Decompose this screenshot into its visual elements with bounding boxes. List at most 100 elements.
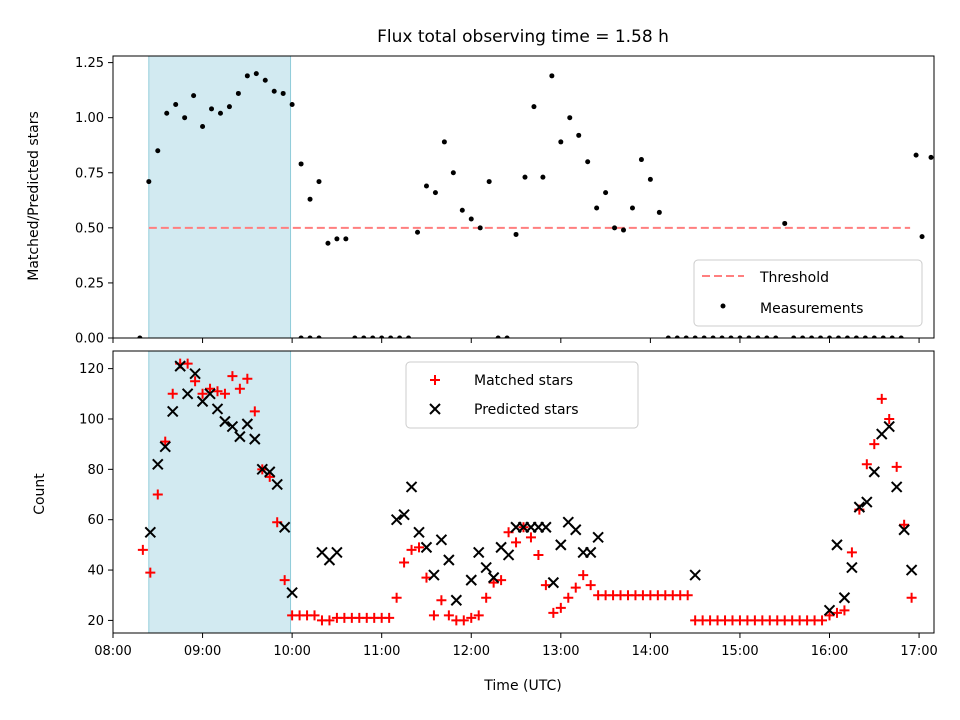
measurement-point — [298, 161, 304, 167]
measurement-point — [531, 104, 537, 110]
measurement-point — [835, 335, 841, 338]
measurement-point — [683, 335, 689, 338]
matched-stars-point — [869, 439, 880, 450]
top-axes-frame — [112, 55, 935, 339]
measurement-point — [441, 139, 447, 145]
legend-matched-label: Matched stars — [474, 373, 573, 389]
predicted-stars-point — [278, 521, 291, 533]
measurement-point — [764, 335, 770, 338]
predicted-stars-point — [473, 546, 485, 559]
matched-stars-point — [160, 436, 171, 447]
matched-stars-point — [511, 537, 522, 548]
matched-stars-point — [876, 393, 887, 404]
measurement-point — [191, 93, 197, 99]
measurement-point — [388, 335, 394, 338]
matched-stars-point — [861, 459, 872, 470]
measurement-point — [271, 88, 277, 94]
x-axis-label: Time (UTC) — [483, 678, 561, 694]
matched-stars-point — [406, 544, 417, 555]
predicted-stars-point — [390, 513, 403, 526]
measurement-point — [325, 240, 331, 246]
measurement-point — [898, 335, 904, 338]
measurement-point — [638, 157, 644, 163]
predicted-stars-point — [883, 420, 895, 433]
measurement-point — [889, 335, 895, 338]
matched-stars-point — [391, 592, 402, 603]
bottom-legend: Matched stars Predicted stars — [405, 361, 639, 429]
measurement-point — [603, 190, 609, 196]
measurement-point — [173, 101, 179, 107]
measurement-point — [871, 335, 877, 338]
predicted-stars-point — [286, 587, 298, 599]
measurement-point — [558, 139, 564, 145]
top-legend-box — [693, 259, 923, 327]
measurement-point — [253, 71, 259, 77]
measurement-point — [298, 335, 304, 338]
measurement-point — [450, 170, 456, 176]
bottom-plot-area — [137, 358, 918, 626]
x-tick-label: 08:00 — [94, 644, 131, 659]
chart-title: Flux total observing time = 1.58 h — [377, 27, 669, 47]
matched-stars-point — [421, 572, 432, 583]
predicted-stars-point — [838, 592, 851, 604]
measurement-point — [540, 174, 546, 180]
predicted-stars-point — [540, 521, 552, 533]
matched-stars-point — [264, 471, 275, 482]
matched-stars-point — [384, 612, 395, 623]
predicted-stars-point — [428, 569, 440, 581]
measurement-point — [818, 335, 824, 338]
matched-stars-point — [884, 413, 895, 424]
predicted-stars-point — [592, 531, 604, 544]
measurement-point — [612, 225, 618, 231]
plus-icon — [430, 375, 440, 385]
measurement-point — [913, 152, 919, 158]
measurement-point — [423, 183, 429, 189]
predicted-stars-point — [174, 360, 186, 372]
matched-stars-point — [212, 386, 223, 397]
measurement-point — [504, 335, 510, 338]
measurement-point — [755, 335, 761, 338]
matched-stars-point — [152, 489, 163, 500]
bottom-y-tick-label: 60 — [87, 513, 104, 528]
measurement-point — [594, 205, 600, 211]
top-highlight-span — [148, 55, 292, 339]
measurement-point — [397, 335, 403, 338]
top-y-tick-label: 1.25 — [75, 56, 104, 71]
matched-stars-point — [249, 406, 260, 417]
measurement-point — [343, 236, 349, 242]
predicted-stars-point — [152, 458, 164, 471]
matched-stars-point — [324, 615, 335, 626]
matched-stars-point — [906, 592, 917, 603]
measurement-point — [862, 335, 868, 338]
measurement-point — [773, 335, 779, 338]
measurement-point — [629, 205, 635, 211]
top-y-tick-label: 1.00 — [75, 111, 104, 126]
measurement-point — [495, 335, 501, 338]
matched-stars-point — [570, 582, 581, 593]
predicted-stars-point — [689, 569, 701, 581]
measurement-point — [621, 227, 627, 233]
measurement-point — [567, 115, 573, 121]
predicted-stars-point — [465, 574, 477, 586]
x-tick-label: 16:00 — [811, 644, 848, 659]
predicted-stars-point — [264, 466, 276, 478]
measurement-point — [235, 90, 241, 96]
predicted-stars-point — [823, 604, 836, 617]
measurement-point — [585, 159, 591, 165]
measurement-point — [737, 335, 743, 338]
matched-stars-point — [563, 592, 574, 603]
matched-stars-point — [145, 567, 156, 578]
measurement-point — [406, 335, 412, 338]
measurement-point — [459, 207, 465, 213]
top-y-tick-label: 0.75 — [75, 166, 104, 181]
legend-measurements-label: Measurements — [760, 301, 863, 317]
measurement-point — [307, 196, 313, 202]
predicted-stars-point — [570, 524, 582, 536]
measurement-point — [280, 90, 286, 96]
measurement-point — [352, 335, 358, 338]
predicted-stars-point — [189, 367, 201, 380]
matched-stars-point — [205, 383, 216, 394]
bottom-y-tick-label: 20 — [87, 614, 104, 629]
predicted-stars-point — [443, 554, 455, 566]
